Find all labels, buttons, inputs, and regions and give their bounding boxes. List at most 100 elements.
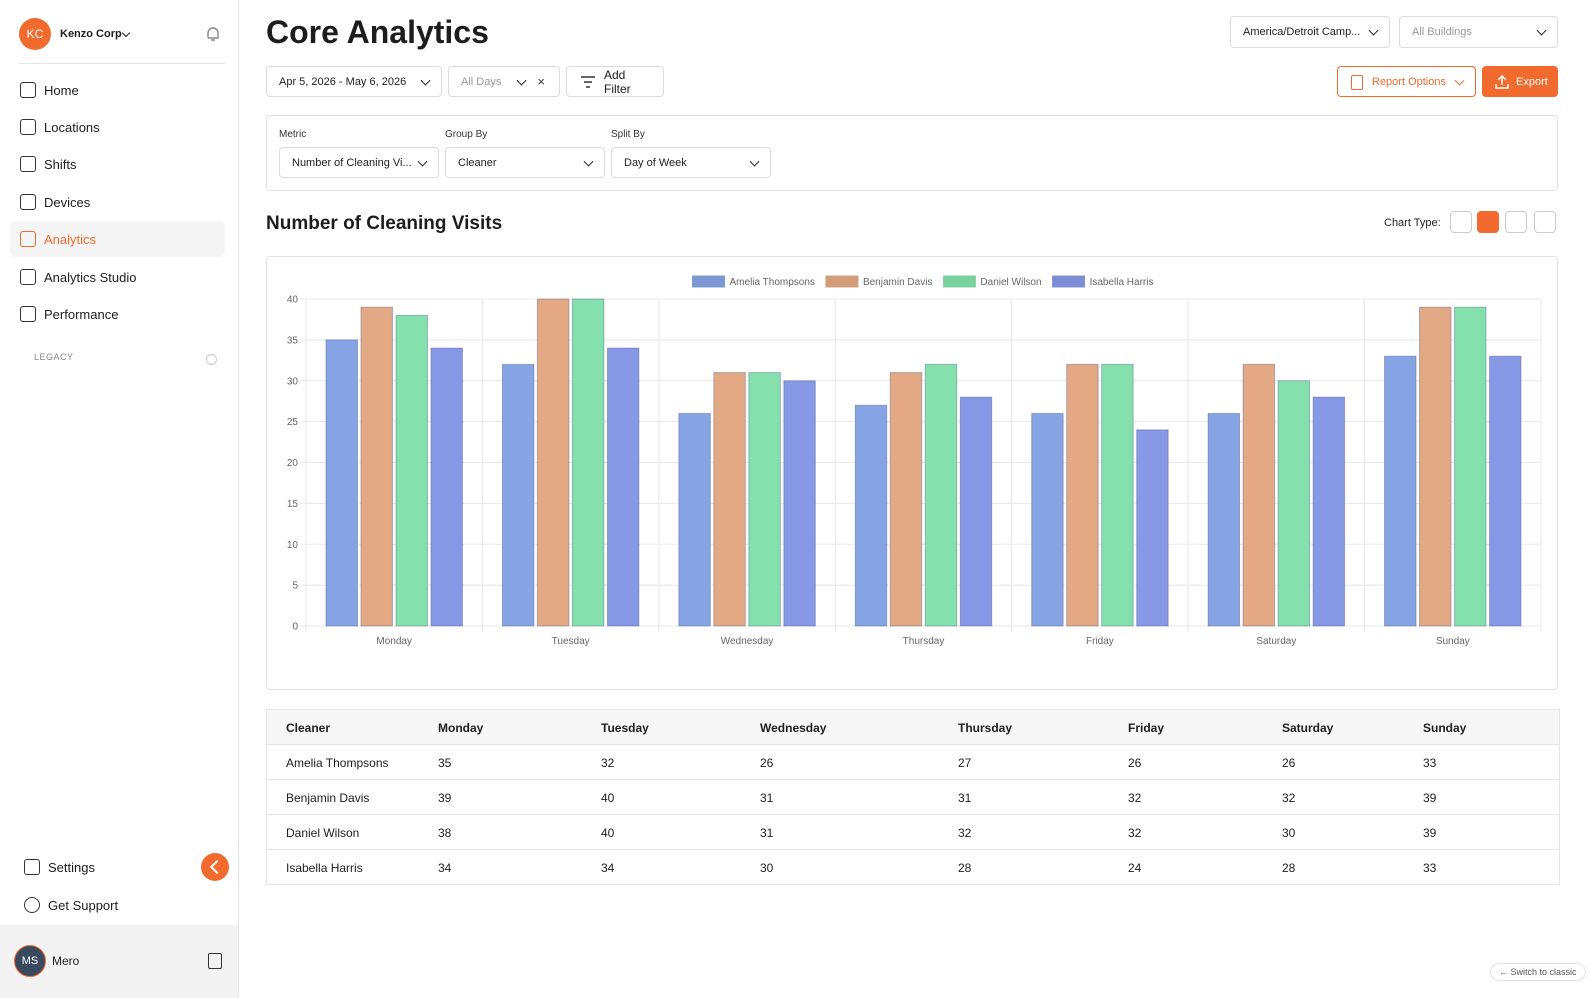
hide-chart-button[interactable]	[1534, 211, 1556, 233]
table-cell: 30	[1282, 826, 1296, 840]
table-cell: 39	[1423, 791, 1437, 805]
table-cell: 26	[1128, 756, 1142, 770]
legend-swatch	[942, 275, 976, 288]
bar	[854, 404, 888, 627]
nav-label: Locations	[44, 119, 100, 135]
settings-link[interactable]: Settings	[10, 849, 225, 885]
bar	[924, 363, 958, 627]
x-tick-label: Thursday	[903, 636, 945, 647]
y-tick-label: 30	[287, 376, 299, 387]
nav-item[interactable]: Devices	[10, 184, 225, 220]
bar	[1489, 355, 1522, 627]
logout-icon[interactable]	[208, 953, 222, 969]
table-cell: 32	[1128, 826, 1142, 840]
nav-label: Analytics	[44, 231, 97, 247]
bar	[395, 314, 428, 627]
bar	[430, 347, 463, 627]
metric-select[interactable]: Number of Cleaning Vi...	[279, 147, 439, 178]
info-icon	[206, 354, 217, 365]
bar	[959, 396, 993, 627]
buildings-value: All Buildings	[1412, 26, 1472, 38]
nav-item[interactable]: Home	[10, 72, 225, 108]
column-header: Sunday	[1423, 721, 1467, 735]
nav-label: Devices	[44, 194, 91, 210]
x-tick-label: Sunday	[1436, 636, 1470, 647]
x-tick-label: Wednesday	[721, 636, 774, 647]
campus-select[interactable]: America/Detroit Camp...	[1230, 16, 1390, 48]
column-header: Cleaner	[286, 721, 331, 735]
group-by-select[interactable]: Cleaner	[445, 147, 605, 178]
y-tick-label: 20	[287, 458, 299, 469]
campus-value: America/Detroit Camp...	[1243, 26, 1361, 38]
nav-item[interactable]: Locations	[10, 109, 225, 145]
switch-classic[interactable]: ← Switch to classic	[1490, 963, 1586, 981]
config-card	[266, 115, 1558, 191]
legend-label: Isabella Harris	[1090, 277, 1154, 288]
nav-item[interactable]: Analytics	[10, 221, 225, 257]
column-header: Monday	[438, 721, 484, 735]
metric-value: Number of Cleaning Vi...	[292, 156, 412, 169]
legend-label: Daniel Wilson	[980, 277, 1041, 288]
nav-icon	[20, 119, 36, 135]
table-cell: 34	[438, 861, 452, 875]
group-by-label: Group By	[445, 129, 488, 140]
add-filter[interactable]: Add Filter	[566, 66, 664, 97]
table-cell: 26	[760, 756, 774, 770]
x-tick-label: Friday	[1086, 636, 1114, 647]
nav-item[interactable]: Performance	[10, 296, 225, 332]
org-name[interactable]: Kenzo Corp	[60, 28, 122, 40]
heat-chart-button[interactable]	[1505, 211, 1527, 233]
report-options[interactable]: Report Options	[1337, 66, 1476, 97]
x-tick-label: Monday	[376, 636, 412, 647]
bar	[1101, 363, 1134, 627]
date-range[interactable]: Apr 5, 2026 - May 6, 2026	[266, 66, 442, 97]
cleaner-name: Isabella Harris	[286, 861, 363, 875]
chart-type-label: Chart Type:	[1384, 217, 1441, 229]
nav-item[interactable]: Analytics Studio	[10, 259, 225, 295]
table-cell: 28	[1282, 861, 1296, 875]
table-cell: 31	[760, 826, 774, 840]
org-avatar[interactable]: KC	[19, 18, 51, 50]
export-button[interactable]: Export	[1482, 66, 1558, 97]
y-tick-label: 0	[292, 622, 298, 633]
table-header-row: Cleaner Monday Tuesday Wednesday Thursday Fri…	[267, 710, 1559, 744]
legend-label: Amelia Thompsons	[730, 277, 815, 288]
table-row: Benjamin Davis 39 40 31 31 32 32 39	[267, 779, 1559, 814]
nav-icon	[20, 269, 36, 285]
nav-icon	[20, 156, 36, 172]
table-cell: 32	[1128, 791, 1142, 805]
x-tick-label: Tuesday	[552, 636, 590, 647]
bar	[1031, 412, 1064, 627]
cleaner-name: Benjamin Davis	[286, 791, 370, 805]
metric-label: Metric	[279, 129, 307, 140]
bell-icon[interactable]	[205, 25, 221, 43]
bar	[360, 306, 393, 627]
line-chart-button[interactable]	[1450, 211, 1472, 233]
legend-swatch	[1052, 275, 1086, 288]
support-link[interactable]: Get Support	[10, 887, 225, 923]
data-table: Cleaner Monday Tuesday Wednesday Thursday Fri…	[266, 709, 1560, 885]
group-by-value: Cleaner	[458, 156, 497, 169]
nav-item[interactable]: Shifts	[10, 146, 225, 182]
chart: 0 5 10 15 20 25 30 35 40 Amelia Thompsons Benjamin…	[266, 256, 1558, 690]
bar-chart-button[interactable]	[1477, 211, 1499, 233]
column-header: Friday	[1128, 721, 1165, 735]
org-chevron[interactable]	[121, 28, 131, 38]
sidebar: KC Kenzo Corp Home Locations Shifts Devices…	[0, 0, 239, 998]
buildings-select[interactable]: All Buildings	[1399, 16, 1558, 48]
split-by-select[interactable]: Day of Week	[611, 147, 771, 178]
legacy-section[interactable]: LEGACY	[22, 352, 74, 362]
table-row: Daniel Wilson 38 40 31 32 32 30 39	[267, 814, 1559, 849]
days-select[interactable]: All Days ×	[448, 66, 560, 97]
y-tick-label: 5	[292, 581, 298, 592]
bar	[1312, 396, 1346, 627]
user-avatar[interactable]: MS	[14, 945, 46, 977]
table-cell: 35	[438, 756, 452, 770]
collapse-button[interactable]	[201, 853, 229, 881]
table-cell: 40	[601, 826, 615, 840]
table-cell: 31	[760, 791, 774, 805]
table-cell: 31	[958, 791, 972, 805]
bar	[1207, 412, 1241, 627]
bar	[325, 339, 358, 627]
